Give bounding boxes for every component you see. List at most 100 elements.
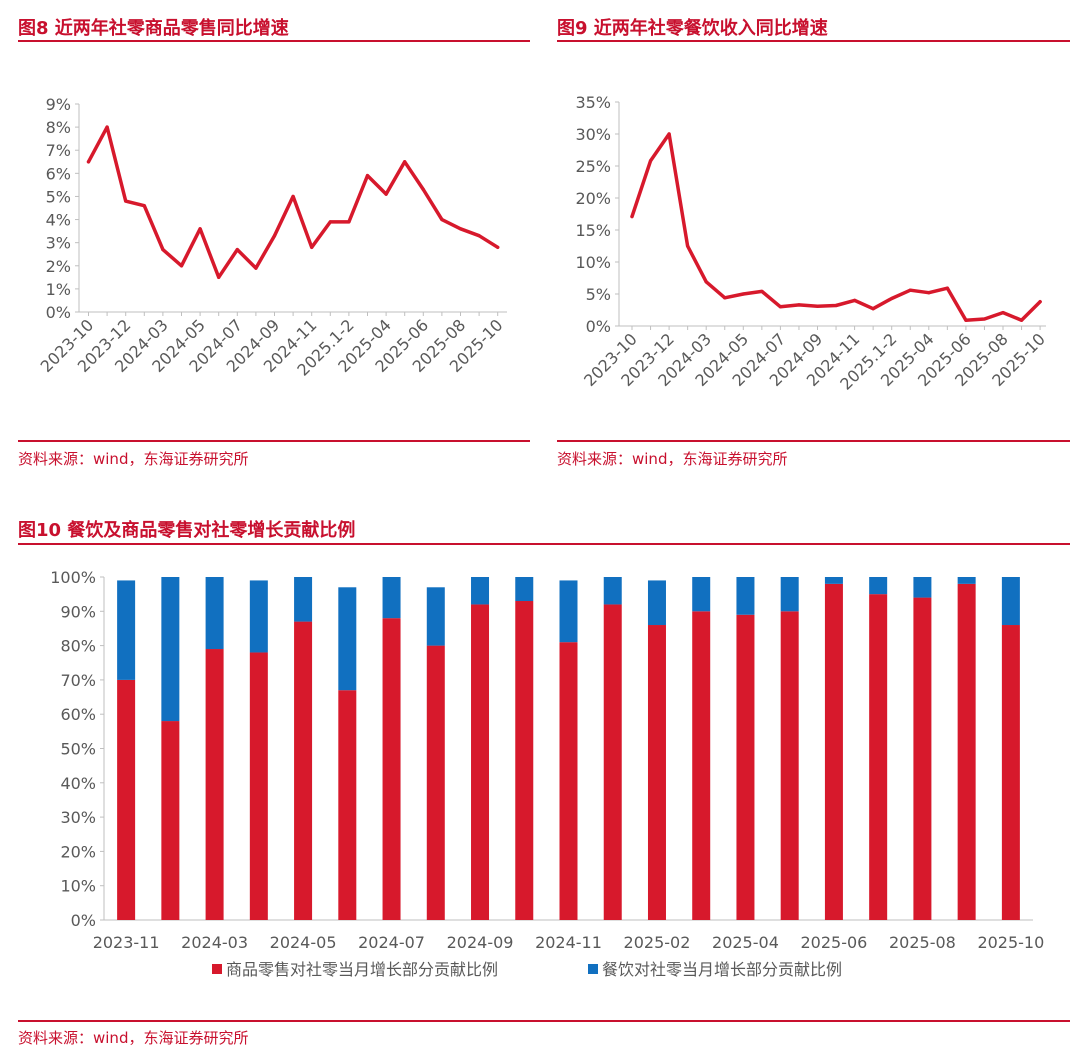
figure9-data-point xyxy=(871,307,875,311)
figure8-y-tick-label: 1% xyxy=(46,280,71,299)
figure10-bar-catering xyxy=(161,577,180,722)
figure8-y-tick-label: 8% xyxy=(46,118,71,137)
figure10-x-tick-label: 2025-10 xyxy=(977,933,1044,952)
figure10-bar-goods xyxy=(647,625,666,920)
figure10-bar-catering xyxy=(294,577,313,622)
figure10-bar-catering xyxy=(1001,577,1020,626)
figure9-y-tick-label: 35% xyxy=(575,93,611,112)
figure10-bar-catering xyxy=(692,577,711,612)
figure8-data-point xyxy=(477,234,481,238)
figure8-data-point xyxy=(235,248,239,252)
figure10-bar-goods xyxy=(294,621,313,920)
figure10-bar-goods xyxy=(913,597,932,920)
figure10-bar-catering xyxy=(647,580,666,626)
figure10-x-tick-label: 2024-03 xyxy=(181,933,248,952)
figure9-data-point xyxy=(927,291,931,295)
figure9-y-tick-label: 15% xyxy=(575,221,611,240)
figure10-y-tick-label: 20% xyxy=(60,842,96,861)
figure9-data-point xyxy=(1001,310,1005,315)
figure8-data-point xyxy=(105,125,109,129)
figure10-x-tick-label: 2025-08 xyxy=(889,933,956,952)
figure10-bar-goods xyxy=(515,601,534,920)
figure10-bar-goods xyxy=(869,594,888,920)
figure10-bar-goods xyxy=(249,652,268,920)
figure10-y-tick-label: 80% xyxy=(60,637,96,656)
figure10-bar-catering xyxy=(869,577,888,595)
figure10-bar-goods xyxy=(692,611,711,920)
figure10-source-rule xyxy=(18,1020,1070,1022)
figure8-data-point xyxy=(124,199,128,203)
figure10-y-tick-label: 70% xyxy=(60,671,96,690)
figure8-y-tick-label: 6% xyxy=(46,164,71,183)
figure9-y-tick-label: 0% xyxy=(586,317,611,336)
figure8-title: 图8 近两年社零商品零售同比增速 xyxy=(18,18,289,39)
figure9-y-tick-label: 10% xyxy=(575,253,611,272)
figure8-data-point xyxy=(310,245,314,249)
figure10-legend-catering-label: 餐饮对社零当月增长部分贡献比例 xyxy=(602,960,842,979)
figure8-data-point xyxy=(458,227,463,231)
figure9-data-point xyxy=(908,288,912,292)
figure10-bar-catering xyxy=(824,577,843,584)
figure8-y-tick-label: 4% xyxy=(46,211,71,230)
figure10-legend-goods-swatch xyxy=(212,964,222,974)
figure9-data-point xyxy=(741,292,745,296)
figure10-bar-goods xyxy=(471,604,490,920)
figure10-x-tick-label: 2024-09 xyxy=(447,933,514,952)
figure8-data-point xyxy=(328,220,332,224)
figure9-y-tick-label: 20% xyxy=(575,189,611,208)
figure10-bar-catering xyxy=(515,577,534,602)
figure8-y-tick-label: 2% xyxy=(46,257,71,276)
figure9-data-point xyxy=(890,296,894,301)
figure10-x-tick-label: 2025-02 xyxy=(624,933,691,952)
figure9-data-point xyxy=(704,280,708,284)
figure10-bar-goods xyxy=(338,690,357,920)
figure10-y-tick-label: 40% xyxy=(60,774,96,793)
figure8-data-point xyxy=(496,245,500,249)
figure10-title-rule xyxy=(18,543,1070,545)
figure9-y-tick-label: 30% xyxy=(575,125,611,144)
figure8-data-point xyxy=(384,192,388,196)
figure8-source-rule xyxy=(18,440,530,442)
figure9-data-point xyxy=(778,305,783,309)
figure9-title: 图9 近两年社零餐饮收入同比增速 xyxy=(557,18,828,39)
figure8-data-point xyxy=(86,160,91,164)
figure8-data-point xyxy=(272,234,277,238)
figure8-data-point xyxy=(365,174,370,178)
figure8-data-point xyxy=(179,264,184,268)
figure9-data-point xyxy=(964,318,968,322)
figure10-bar-goods xyxy=(382,618,401,920)
figure9-data-point xyxy=(723,296,727,300)
figure10-y-tick-label: 30% xyxy=(60,808,96,827)
figure10-source: 资料来源：wind，东海证券研究所 xyxy=(18,1029,249,1047)
figure9-data-point xyxy=(815,304,820,308)
figure8-y-tick-label: 7% xyxy=(46,141,71,160)
figure10-x-tick-label: 2024-07 xyxy=(358,933,425,952)
figure9-data-point xyxy=(797,303,801,307)
figure10-x-tick-label: 2024-05 xyxy=(270,933,337,952)
figure9-title-rule xyxy=(557,40,1070,42)
figure10-bar-catering xyxy=(205,577,224,650)
figure10-bar-goods xyxy=(426,645,445,920)
figure10-y-tick-label: 10% xyxy=(60,877,96,896)
figure10-y-tick-label: 0% xyxy=(71,911,96,930)
figure8-data-point xyxy=(440,217,444,222)
figure9-source-rule xyxy=(557,440,1070,442)
figure10-x-tick-label: 2025-04 xyxy=(712,933,779,952)
figure8-data-point xyxy=(142,204,146,208)
figure10-bar-catering xyxy=(736,577,755,615)
figure9-data-point xyxy=(760,289,764,294)
figure10-bar-catering xyxy=(426,587,445,646)
figure10-bar-catering xyxy=(338,587,357,691)
figure8-y-tick-label: 0% xyxy=(46,303,71,322)
figure10-bar-catering xyxy=(382,577,401,619)
figure9-data-point xyxy=(630,214,634,219)
figure8-source: 资料来源：wind，东海证券研究所 xyxy=(18,450,249,468)
figure8-data-point xyxy=(198,227,202,231)
figure9-data-point xyxy=(667,132,671,136)
figure10-bar-goods xyxy=(957,583,976,920)
figure8-data-point xyxy=(421,187,425,192)
figure10-y-tick-label: 50% xyxy=(60,740,96,759)
